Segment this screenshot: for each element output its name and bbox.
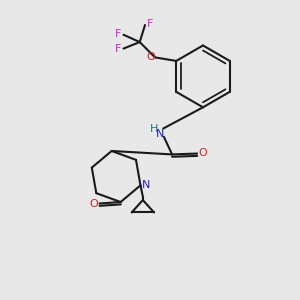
Text: N: N: [142, 180, 150, 190]
Text: O: O: [89, 199, 98, 209]
Text: F: F: [115, 29, 122, 39]
Text: N: N: [156, 129, 164, 139]
Text: O: O: [147, 52, 156, 62]
Text: H: H: [150, 124, 158, 134]
Text: F: F: [147, 20, 154, 29]
Text: O: O: [199, 148, 207, 158]
Text: F: F: [115, 44, 122, 54]
